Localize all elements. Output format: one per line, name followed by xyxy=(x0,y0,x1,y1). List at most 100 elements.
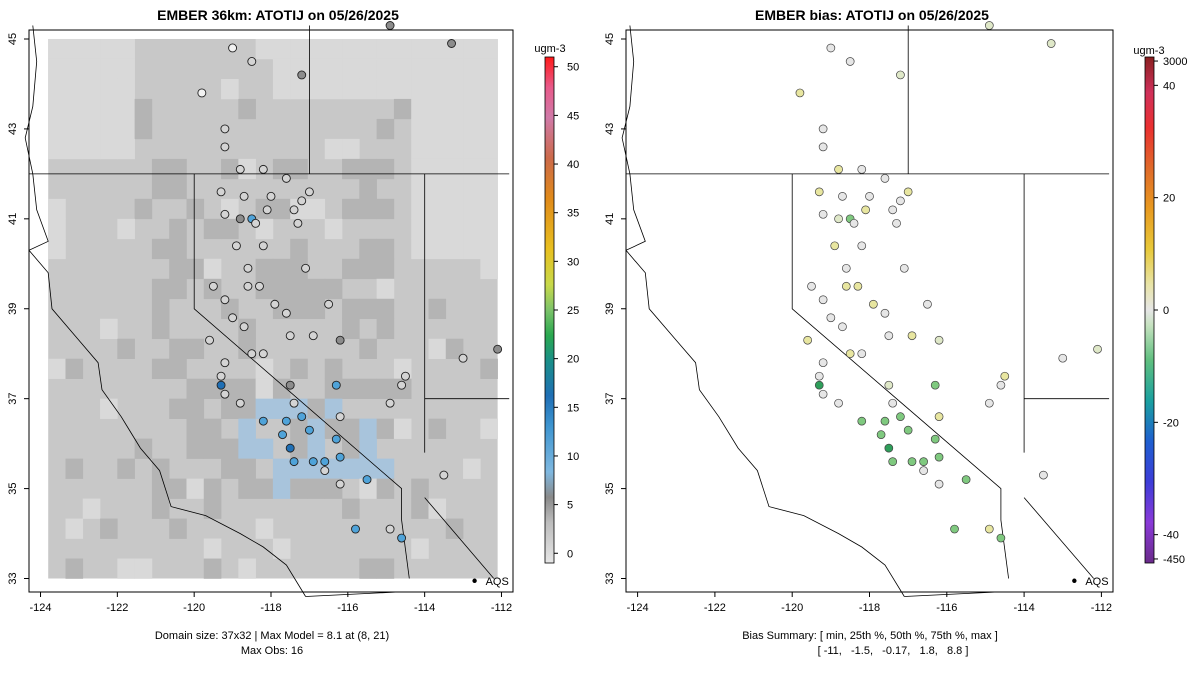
observation-point xyxy=(458,353,468,363)
bias-point xyxy=(861,205,870,215)
model-grid-cell xyxy=(238,478,256,499)
bias-point xyxy=(934,479,944,489)
model-grid-cell xyxy=(359,198,377,220)
model-grid-cell xyxy=(169,478,187,499)
model-grid-cell xyxy=(151,458,170,479)
model-grid-cell xyxy=(203,438,222,459)
colorbar-tick-label: 15 xyxy=(567,402,579,414)
model-grid-cell xyxy=(480,38,498,60)
model-grid-cell xyxy=(463,138,481,160)
model-grid-cell xyxy=(428,158,447,180)
observation-point xyxy=(205,335,214,345)
bias-point xyxy=(930,434,940,444)
y-tick-label: 43 xyxy=(7,123,19,135)
model-grid-cell xyxy=(445,78,464,100)
observation-point xyxy=(297,70,307,80)
model-grid-cell xyxy=(376,278,395,300)
observation-point xyxy=(308,331,318,341)
model-grid-cell xyxy=(290,358,308,379)
y-tick-label: 33 xyxy=(604,572,616,584)
model-grid-cell xyxy=(376,78,395,100)
bias-point xyxy=(830,241,840,251)
model-grid-cell xyxy=(428,98,447,120)
observation-point xyxy=(293,218,303,228)
bias-point xyxy=(892,218,901,228)
model-grid-cell xyxy=(151,278,170,300)
observation-point xyxy=(324,299,334,309)
model-grid-cell xyxy=(324,38,343,60)
right-caption-line1: Bias Summary: [ min, 25th %, 50th %, 75t… xyxy=(742,630,998,642)
bias-point xyxy=(884,443,894,453)
observation-point xyxy=(247,349,257,359)
x-tick-label: -112 xyxy=(491,602,512,614)
model-grid-cell xyxy=(376,458,395,479)
model-grid-cell xyxy=(463,198,481,220)
model-grid-cell xyxy=(82,98,101,120)
model-grid-cell xyxy=(324,278,343,300)
model-grid-cell xyxy=(342,318,360,340)
model-grid-cell xyxy=(169,338,187,360)
observation-point xyxy=(239,191,249,201)
state-boundary xyxy=(904,591,998,597)
x-tick-label: -118 xyxy=(260,602,281,614)
observation-point xyxy=(304,187,314,197)
colorbar-tick-label: -20 xyxy=(1163,417,1179,429)
bias-point xyxy=(838,192,847,201)
model-grid-cell xyxy=(100,138,118,160)
model-grid-cell xyxy=(359,298,377,320)
model-grid-cell xyxy=(428,178,447,200)
model-grid-cell xyxy=(255,378,274,399)
model-grid-cell xyxy=(445,58,464,80)
model-grid-cell xyxy=(307,398,326,419)
model-grid-cell xyxy=(290,158,308,180)
right-x-axis: -124 -122 -120 -118 -116 -114 -112 xyxy=(627,592,1112,614)
right-colorbar-ramp xyxy=(1144,56,1155,564)
model-grid-cell xyxy=(272,58,291,80)
model-grid-cell xyxy=(186,258,205,280)
model-grid-cell xyxy=(445,178,464,200)
model-grid-cell xyxy=(324,218,343,240)
aqs-site-label: AQS xyxy=(486,576,509,588)
colorbar-tick-label: 3000 xyxy=(1163,56,1187,68)
model-grid-cell xyxy=(203,538,222,559)
observation-point xyxy=(243,263,253,273)
x-tick-label: -114 xyxy=(414,602,435,614)
right-colorbar-unit: ugm-3 xyxy=(1133,45,1164,57)
model-grid-cell xyxy=(445,138,464,160)
model-grid-cell xyxy=(186,398,205,419)
model-grid-cell xyxy=(376,418,395,439)
bias-point xyxy=(857,241,867,251)
observation-point xyxy=(216,371,226,381)
model-grid-cell xyxy=(428,198,447,220)
y-tick-label: 43 xyxy=(604,123,616,135)
model-grid-cell xyxy=(203,418,222,439)
bias-point xyxy=(814,371,824,381)
model-grid-cell xyxy=(82,498,101,519)
model-grid-cell xyxy=(117,58,135,80)
x-tick-label: -114 xyxy=(1014,602,1035,614)
model-grid-cell xyxy=(134,118,153,140)
observation-point xyxy=(285,443,295,453)
bias-point xyxy=(884,380,894,390)
model-grid-cell xyxy=(169,518,187,539)
model-grid-cell xyxy=(376,158,395,180)
model-grid-cell xyxy=(100,78,118,100)
aqs-site-marker xyxy=(472,578,477,583)
model-grid-cell xyxy=(290,298,308,320)
model-grid-cell xyxy=(255,438,274,459)
model-grid-cell xyxy=(151,318,170,340)
model-grid-cell xyxy=(307,478,326,499)
bias-point xyxy=(807,281,816,291)
model-grid-cell xyxy=(428,38,447,60)
aqs-site-label: AQS xyxy=(1085,576,1108,588)
bias-point xyxy=(849,218,859,228)
model-grid-cell xyxy=(342,498,360,519)
bias-point xyxy=(984,524,994,534)
model-grid-cell xyxy=(221,78,239,100)
observation-point xyxy=(362,475,372,485)
bias-point xyxy=(888,398,898,408)
bias-point xyxy=(961,475,971,484)
model-grid-cell xyxy=(117,138,135,160)
observation-point xyxy=(197,88,207,98)
